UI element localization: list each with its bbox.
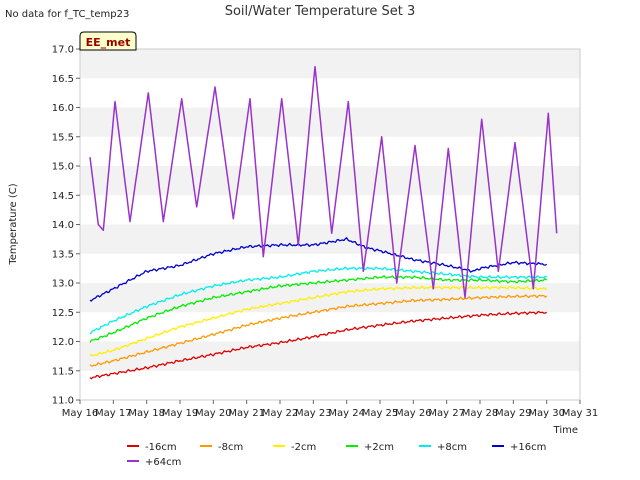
grid-band xyxy=(80,312,580,342)
legend-label: +2cm xyxy=(364,442,394,453)
legend-label: +16cm xyxy=(510,442,546,453)
grid-band xyxy=(80,166,580,196)
series-line-plus2cm xyxy=(89,275,548,343)
y-tick-label: 13.0 xyxy=(52,279,74,290)
y-tick-label: 15.5 xyxy=(52,132,74,143)
x-tick-label: May 24 xyxy=(328,408,365,419)
x-tick-label: May 21 xyxy=(228,408,265,419)
legend: -16cm -8cm -2cm +2cm +8cm +16cm +64cm xyxy=(127,442,546,468)
legend-label: +64cm xyxy=(145,457,181,468)
y-tick-label: 12.5 xyxy=(52,308,74,319)
grid-band xyxy=(80,78,580,108)
x-tick-label: May 31 xyxy=(562,408,599,419)
y-tick-label: 15.0 xyxy=(52,162,74,173)
station-badge-label: EE_met xyxy=(86,36,131,49)
legend-label: -2cm xyxy=(291,442,316,453)
y-tick-label: 13.5 xyxy=(52,249,74,260)
series-line-plus16cm xyxy=(89,237,548,302)
grid-band xyxy=(80,253,580,283)
x-tick-label: May 27 xyxy=(428,408,465,419)
grid-band xyxy=(80,370,580,400)
x-tick-label: May 18 xyxy=(128,408,165,419)
x-tick-label: May 22 xyxy=(262,408,299,419)
chart-title: Soil/Water Temperature Set 3 xyxy=(225,4,416,19)
grid-band xyxy=(80,107,580,137)
series-line-minus8cm xyxy=(89,294,548,367)
y-tick-label: 12.0 xyxy=(52,337,74,348)
x-axis-label: Time xyxy=(553,425,578,436)
station-badge: EE_met xyxy=(79,31,137,51)
x-tick-label: May 29 xyxy=(495,408,532,419)
no-data-note: No data for f_TC_temp23 xyxy=(5,9,129,20)
legend-label: -8cm xyxy=(218,442,243,453)
x-tick-label: May 20 xyxy=(195,408,232,419)
y-tick-label: 14.0 xyxy=(52,220,74,231)
y-tick-label: 14.5 xyxy=(52,191,74,202)
series-line-plus64cm xyxy=(89,65,558,299)
x-tick-label: May 28 xyxy=(462,408,499,419)
y-axis-label: Temperature (C) xyxy=(8,183,19,265)
legend-label: -16cm xyxy=(145,442,177,453)
y-tick-label: 11.5 xyxy=(52,366,74,377)
x-tick-label: May 26 xyxy=(395,408,432,419)
y-axis: 11.0 11.5 12.0 12.5 13.0 13.5 14.0 14.5 15.0 15.5… xyxy=(52,45,80,407)
grid-band xyxy=(80,136,580,166)
x-tick-label: May 23 xyxy=(295,408,332,419)
series-line-minus16cm xyxy=(89,310,547,380)
y-tick-label: 16.0 xyxy=(52,103,74,114)
series-lines xyxy=(89,65,558,380)
x-tick-label: May 30 xyxy=(528,408,565,419)
series-line-plus8cm xyxy=(89,266,548,335)
x-tick-label: May 19 xyxy=(162,408,199,419)
grid-band xyxy=(80,224,580,254)
legend-label: +8cm xyxy=(437,442,467,453)
y-tick-label: 16.5 xyxy=(52,74,74,85)
y-tick-label: 17.0 xyxy=(52,45,74,56)
y-tick-label: 11.0 xyxy=(52,396,74,407)
x-tick-label: May 16 xyxy=(62,408,99,419)
x-tick-label: May 17 xyxy=(95,408,132,419)
grid-band xyxy=(80,49,580,79)
x-tick-label: May 25 xyxy=(362,408,399,419)
series-line-minus2cm xyxy=(89,285,547,357)
